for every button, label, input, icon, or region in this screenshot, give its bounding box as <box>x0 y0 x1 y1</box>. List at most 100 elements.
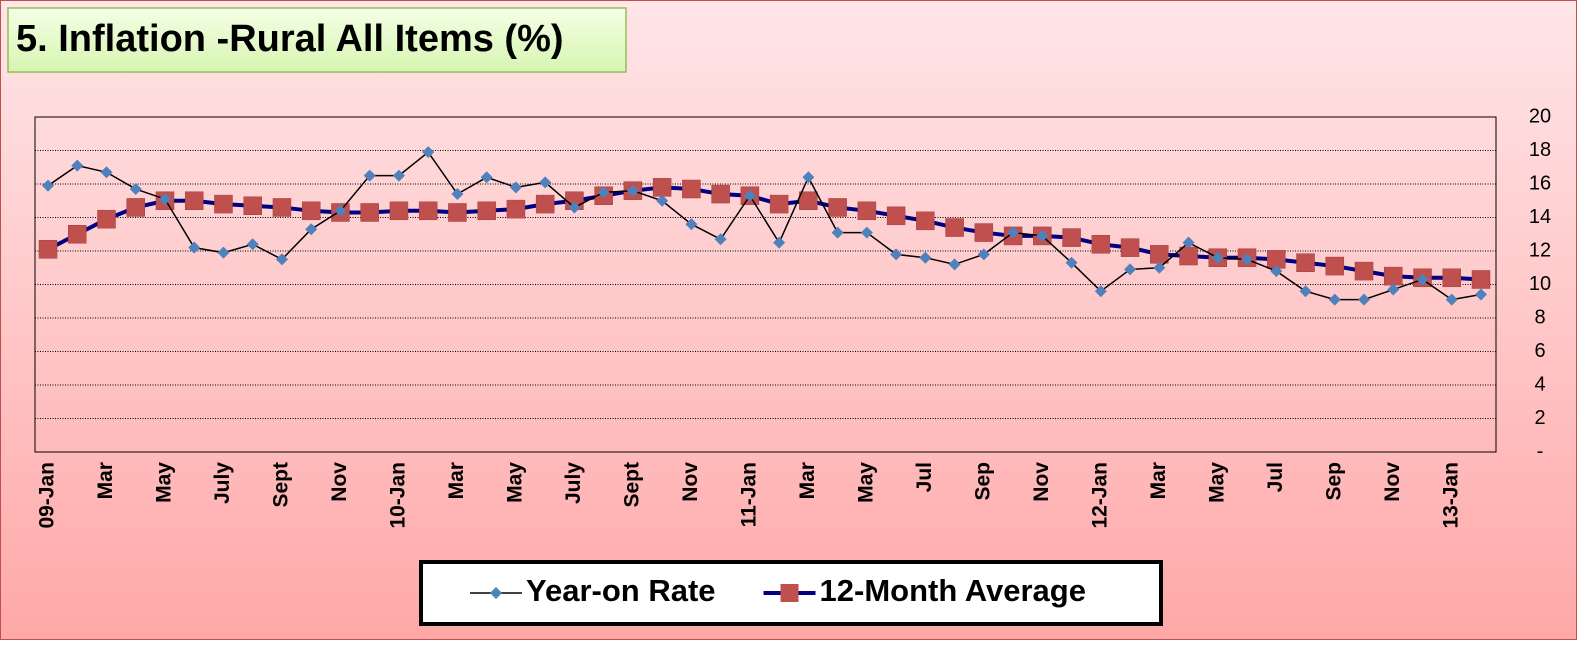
x-tick-label: Nov <box>328 462 351 502</box>
y-tick-label: 2 <box>1534 407 1545 429</box>
marker <box>334 204 347 217</box>
marker <box>626 184 639 197</box>
title-box <box>7 7 627 73</box>
x-tick-label: 11-Jan <box>737 462 760 527</box>
x-tick-label: July <box>562 462 585 504</box>
marker <box>506 199 526 219</box>
marker <box>1211 251 1224 264</box>
marker <box>916 211 935 231</box>
marker <box>451 188 464 201</box>
x-tick-label: Nov <box>679 462 702 502</box>
y-tick-label: 6 <box>1534 340 1545 362</box>
marker <box>1270 265 1283 278</box>
legend: Year-on Rate 12-Month Average <box>419 560 1163 626</box>
marker <box>682 179 701 199</box>
marker <box>272 198 292 217</box>
chart-title: 5. Inflation -Rural All Items (%) <box>16 18 564 60</box>
marker <box>184 191 204 210</box>
x-tick-label: Mar <box>1147 462 1170 499</box>
marker <box>129 183 142 196</box>
marker <box>945 218 964 237</box>
marker <box>301 201 321 221</box>
y-tick-label: 14 <box>1529 206 1551 228</box>
marker <box>1328 293 1341 306</box>
marker <box>539 176 552 189</box>
legend-marker <box>490 587 502 599</box>
marker <box>1358 293 1371 306</box>
legend-label: Year-on Rate <box>526 573 716 608</box>
x-tick-label: May <box>1205 462 1228 503</box>
marker <box>1150 245 1169 264</box>
marker <box>1062 228 1081 247</box>
marker <box>1182 236 1195 249</box>
marker <box>1153 261 1166 274</box>
marker <box>480 171 493 184</box>
marker <box>1299 285 1312 298</box>
marker <box>1296 253 1315 272</box>
marker <box>509 181 522 194</box>
x-tick-label: Nov <box>1030 462 1053 502</box>
marker <box>363 169 376 182</box>
x-tick-label: 13-Jan <box>1439 462 1462 529</box>
marker <box>597 186 610 199</box>
marker <box>1325 256 1345 276</box>
marker <box>1179 246 1198 266</box>
marker <box>919 251 932 264</box>
marker <box>860 226 873 239</box>
marker <box>305 223 318 236</box>
marker <box>1387 283 1400 296</box>
marker <box>890 248 903 261</box>
x-tick-label: July <box>211 462 234 504</box>
marker <box>977 248 990 261</box>
y-tick-label: - <box>1537 440 1544 462</box>
marker <box>714 233 727 246</box>
marker <box>418 201 438 221</box>
x-tick-label: Sept <box>270 462 293 508</box>
marker <box>188 241 201 254</box>
marker <box>392 169 405 182</box>
marker <box>652 178 672 197</box>
marker <box>568 201 581 214</box>
marker <box>831 226 844 239</box>
marker <box>100 166 113 179</box>
marker <box>1036 229 1049 242</box>
x-tick-label: May <box>854 462 877 503</box>
marker <box>857 201 877 221</box>
marker <box>535 194 555 214</box>
x-tick-label: Mar <box>796 462 819 499</box>
marker <box>126 198 145 217</box>
marker <box>1065 256 1078 269</box>
x-tick-label: Sep <box>1322 462 1345 501</box>
marker <box>886 206 906 226</box>
x-tick-label: 12-Jan <box>1088 462 1111 529</box>
marker <box>360 203 379 222</box>
marker <box>799 191 818 210</box>
marker <box>1475 288 1487 301</box>
marker <box>42 179 54 192</box>
marker <box>974 223 994 242</box>
marker <box>214 194 233 214</box>
marker <box>948 258 961 271</box>
marker <box>711 184 730 204</box>
x-tick-label: 10-Jan <box>386 462 409 529</box>
marker <box>773 236 786 249</box>
marker <box>1091 235 1111 254</box>
x-tick-label: Sept <box>620 462 643 508</box>
marker <box>769 194 789 214</box>
marker <box>1124 263 1137 276</box>
marker <box>1241 253 1254 266</box>
marker <box>1416 273 1429 286</box>
legend-marker <box>780 584 799 602</box>
x-tick-label: Mar <box>445 462 468 499</box>
y-tick-label: 12 <box>1529 239 1551 261</box>
y-tick-label: 10 <box>1529 273 1551 295</box>
marker <box>828 198 847 217</box>
marker <box>1354 261 1374 281</box>
x-tick-label: Nov <box>1381 462 1404 502</box>
marker <box>38 240 58 259</box>
marker <box>243 196 262 216</box>
marker <box>685 218 698 231</box>
marker <box>246 238 259 251</box>
y-tick-label: 20 <box>1529 105 1551 127</box>
